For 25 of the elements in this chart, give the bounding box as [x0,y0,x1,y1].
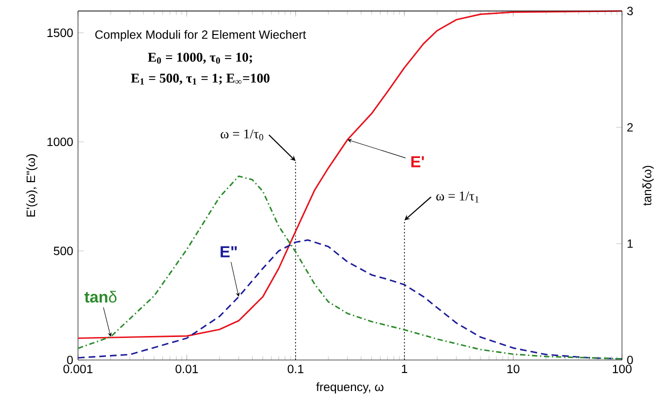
y2-tick-label: 2 [627,123,633,132]
y-tick-label: 500 [54,246,73,256]
y-axis-title: E'(ω), E"(ω) [26,154,38,216]
y-tick-label: 1000 [48,138,73,146]
series-label: E" [220,246,237,258]
x-tick-label: 10 [507,364,520,374]
ref-line-label: ω = 1/τ$_{1}$ [436,192,479,202]
text: E$_{1}$ = 500, τ$_{1}$ = 1; E$_{∞}$=100 [131,74,270,85]
x-axis-title: frequency, ω [316,382,384,394]
text: E$_{0}$ = 1000, τ$_{0}$ = 10; [148,52,252,64]
y2-tick-label: 1 [628,240,633,248]
x-tick-label: 0.1 [288,364,304,374]
y-tick-label: 1500 [48,28,73,38]
text: Complex Moduli for 2 Element Wiechert [95,30,306,42]
x-tick-label: 0.01 [176,364,198,374]
y2-tick-label: 3 [627,6,633,16]
y-tick-label: 0 [67,356,73,364]
x-tick-label: 1 [402,364,408,373]
series-label: tanδ [84,290,117,303]
text: E' [411,156,424,168]
y2-tick-label: 0 [627,356,633,364]
x-tick-label: 0.001 [63,364,92,374]
x-tick-label: 100 [612,364,632,374]
ref-line-label: ω = 1/τ$_{0}$ [220,129,264,140]
y2-axis-title: tanδ(ω) [642,166,654,206]
